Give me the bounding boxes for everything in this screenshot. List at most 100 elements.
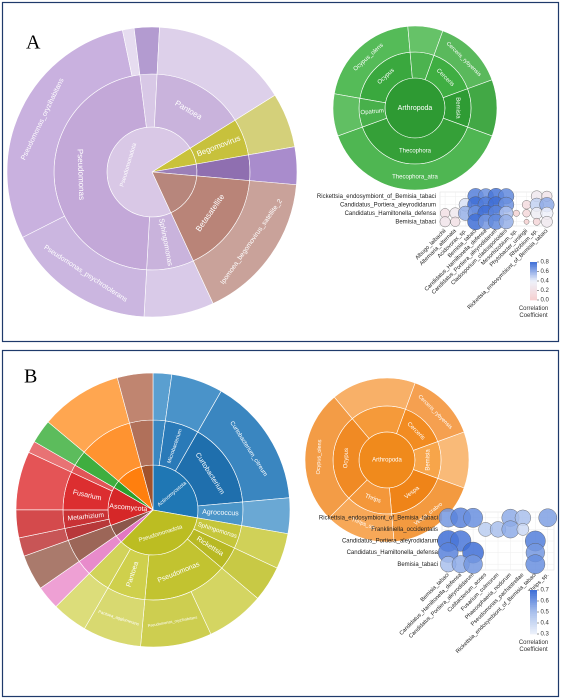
segment-label: Thrips — [364, 493, 382, 504]
colorbar-segment — [530, 276, 537, 279]
colorbar-segment — [530, 290, 537, 293]
colorbar-tick-label: 0.4 — [541, 279, 550, 285]
colorbar-tick-label: 0.5 — [541, 610, 550, 616]
sunburst-segment — [332, 93, 363, 137]
segment-label: Arthropoda — [398, 105, 433, 112]
correlation-bubble — [516, 523, 530, 536]
colorbar-segment — [530, 626, 537, 629]
colorbar-tick-label: 0.0 — [541, 298, 550, 304]
colorbar-segment — [530, 623, 537, 626]
colorbar-segment — [530, 621, 537, 624]
colorbar-segment — [530, 593, 537, 596]
correlation-bubble — [523, 219, 530, 225]
colorbar-segment — [530, 630, 537, 633]
panel-frame — [1, 349, 560, 698]
sunburst-segment — [6, 29, 133, 238]
colorbar-segment — [530, 613, 537, 616]
colorbar-segment — [530, 287, 537, 290]
colorbar-segment — [530, 285, 537, 288]
colorbar-segment — [530, 604, 537, 607]
segment-label: Opatrum — [360, 108, 384, 116]
row-label: Candidatus_Hamiltonella_defensa — [347, 550, 439, 556]
segment-label: Metarhizium — [67, 512, 104, 523]
colorbar-segment — [530, 266, 537, 269]
correlation-bubble — [521, 200, 532, 210]
correlation-bubble — [541, 215, 553, 228]
colorbar-segment — [530, 615, 537, 618]
colorbar-segment — [530, 282, 537, 285]
segment-label: Ocypus_olens — [316, 439, 324, 474]
segment-label: Arthropoda — [372, 458, 402, 464]
correlation-bubble — [439, 216, 451, 228]
row-label: Candidatus_Hamiltonella_defensa — [345, 211, 437, 217]
colorbar-tick-label: 0.3 — [541, 632, 550, 638]
colorbar-segment — [530, 619, 537, 622]
correlation-bubble — [463, 508, 483, 528]
sunburst-segment — [337, 126, 493, 191]
colorbar-title: Correlation Coefficient — [518, 640, 549, 653]
colorbar-segment — [530, 277, 537, 280]
colorbar-segment — [530, 599, 537, 602]
colorbar-segment — [530, 292, 537, 294]
colorbar-segment — [530, 632, 537, 635]
segment-label: Thecophora — [399, 149, 432, 155]
colorbar-segment — [530, 617, 537, 620]
panel-label: A — [26, 32, 41, 54]
colorbar-segment — [530, 602, 537, 605]
colorbar-segment — [530, 284, 537, 287]
colorbar-segment — [530, 624, 537, 627]
colorbar-segment — [530, 265, 537, 268]
colorbar-segment — [530, 295, 537, 298]
colorbar-segment — [530, 628, 537, 631]
colorbar-segment — [530, 262, 537, 264]
segment-label: Agrococcus — [202, 509, 239, 518]
colorbar-segment — [530, 268, 537, 271]
colorbar-segment — [530, 601, 537, 604]
row-label: Candidatus_Portiera_aleyrodidarum — [342, 539, 438, 545]
segment-label: Thecophora_atra — [392, 175, 438, 181]
colorbar-segment — [530, 281, 537, 283]
correlation-bubble — [513, 209, 520, 217]
colorbar-segment — [530, 273, 537, 275]
row-label: Candidatus_Portiera_aleyrodidarum — [340, 202, 436, 208]
colorbar-segment — [530, 595, 537, 598]
sunburst-segment — [467, 79, 498, 137]
correlation-bubble — [525, 554, 546, 574]
colorbar-tick-label: 0.2 — [541, 288, 550, 294]
colorbar-segment — [530, 288, 537, 291]
row-label: Bemisia_tabaci — [397, 562, 438, 568]
colorbar-segment — [530, 612, 537, 615]
segment-label: Ocypus — [343, 448, 350, 469]
colorbar-tick-label: 0.6 — [541, 599, 550, 605]
panel-label: B — [24, 366, 37, 388]
colorbar-segment — [530, 610, 537, 613]
sunburst-segment — [437, 431, 470, 489]
correlation-bubble — [538, 508, 558, 528]
correlation-bubble — [498, 214, 514, 230]
colorbar-segment — [530, 590, 537, 593]
colorbar-segment — [530, 274, 537, 277]
segment-label: Ascomycota — [109, 503, 148, 513]
segment-label: Bemisia — [426, 449, 432, 471]
colorbar-segment — [530, 296, 537, 299]
colorbar-tick-label: 0.6 — [541, 269, 550, 275]
colorbar-title: Correlation Coefficient — [518, 306, 549, 319]
colorbar-segment — [530, 271, 537, 274]
colorbar-segment — [530, 293, 537, 296]
correlation-bubble — [450, 216, 461, 227]
colorbar-segment — [530, 597, 537, 600]
colorbar-segment — [530, 263, 537, 266]
colorbar-segment — [530, 606, 537, 609]
panel-frame — [1, 1, 560, 343]
colorbar-segment — [530, 298, 537, 301]
row-label: Rickettsia_endosymbiont_of_Bemisia_tabac… — [319, 515, 438, 521]
row-label: Bemisia_tabaci — [395, 219, 436, 225]
correlation-bubble — [522, 209, 531, 218]
colorbar-tick-label: 0.7 — [541, 588, 550, 594]
colorbar-segment — [530, 591, 537, 594]
row-label: Frankliniella_occidentalis — [371, 527, 438, 533]
colorbar-tick-label: 0.4 — [541, 621, 550, 627]
correlation-bubble — [501, 520, 520, 539]
